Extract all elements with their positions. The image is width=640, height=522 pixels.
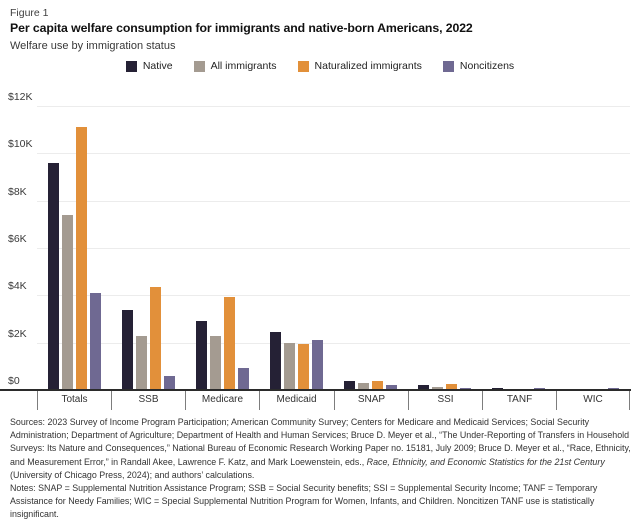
gridline — [37, 295, 630, 297]
y-axis-tick-label: $10K — [8, 138, 33, 151]
y-axis-tick-label: $6K — [8, 233, 27, 245]
figure-title: Per capita welfare consumption for immig… — [10, 21, 473, 35]
y-axis-tick-label: $8K — [8, 185, 27, 198]
sources-text-end: (University of Chicago Press, 2024); and… — [10, 469, 255, 480]
gridline — [37, 106, 630, 107]
bar-totals-native — [48, 163, 59, 390]
chart-legend: Native All immigrants Naturalized immigran… — [0, 60, 640, 72]
bar-medicare-naturalized-immigrants — [224, 297, 235, 390]
footnotes: Sources: 2023 Survey of Income Program P… — [10, 416, 631, 522]
bar-ssi-native — [418, 385, 429, 390]
bar-medicaid-native — [270, 332, 281, 390]
bar-snap-noncitizens — [386, 385, 397, 390]
legend-item: Native — [125, 60, 173, 72]
y-axis-tick-label: $2K — [8, 327, 27, 340]
bar-chart: $0 $2K $4K $6K $8K $10K $12K Totals SSB Medicare M… — [0, 91, 631, 410]
x-axis-category-ssb: SSB — [111, 391, 185, 410]
bar-snap-all-immigrants — [358, 383, 369, 390]
x-axis-category-label: TANF — [506, 394, 533, 405]
bar-ssb-noncitizens — [164, 376, 175, 390]
legend-item-label: All immigrants — [210, 60, 277, 72]
x-axis-category-ssi: SSI — [408, 391, 482, 410]
legend-swatch-icon — [193, 60, 205, 72]
x-axis-category-label: WIC — [583, 394, 603, 405]
legend-item-label: Native — [142, 60, 173, 72]
legend-swatch-icon — [125, 60, 137, 72]
bar-totals-all-immigrants — [62, 215, 73, 390]
legend-item-label: Noncitizens — [459, 60, 515, 72]
bar-medicaid-noncitizens — [312, 340, 323, 390]
legend-item-label: Naturalized immigrants — [314, 60, 422, 72]
x-axis-category-label: Totals — [61, 394, 88, 405]
notes-note: Notes: SNAP = Supplemental Nutrition Ass… — [10, 483, 598, 520]
x-axis-line — [0, 389, 631, 391]
bar-ssi-all-immigrants — [432, 387, 443, 390]
bar-ssb-native — [122, 310, 133, 390]
gridline — [37, 342, 630, 344]
bar-totals-noncitizens — [90, 293, 101, 390]
bar-medicare-noncitizens — [238, 368, 249, 390]
gridline — [37, 200, 630, 202]
y-axis-tick-label: $0 — [8, 375, 20, 387]
x-axis-category-label: Medicaid — [276, 394, 317, 405]
x-axis-category-label: SSB — [138, 394, 159, 405]
bar-medicaid-naturalized-immigrants — [298, 344, 309, 390]
sources-text: Sources: 2023 Survey of Income Program P… — [10, 417, 631, 467]
bar-ssi-naturalized-immigrants — [446, 384, 457, 390]
figure-label: Figure 1 — [10, 7, 49, 19]
bar-medicare-native — [196, 321, 207, 390]
bar-medicare-all-immigrants — [210, 336, 221, 390]
legend-swatch-icon — [442, 60, 454, 72]
gridline — [37, 248, 630, 249]
legend-item: All immigrants — [193, 60, 277, 72]
bar-snap-naturalized-immigrants — [372, 381, 383, 390]
x-axis-category-label: SNAP — [357, 394, 386, 405]
x-axis-category-label: SSI — [437, 394, 454, 405]
bar-snap-native — [344, 381, 355, 390]
bar-ssb-all-immigrants — [136, 336, 147, 390]
gridline — [37, 153, 630, 155]
sources-book-title: Race, Ethnicity, and Economic Statistics… — [366, 456, 605, 467]
legend-item: Noncitizens — [442, 60, 515, 72]
x-axis-category-tanf: TANF — [482, 391, 556, 410]
x-axis-category-snap: SNAP — [334, 391, 408, 410]
figure-subtitle: Welfare use by immigration status — [10, 40, 176, 52]
bar-ssb-naturalized-immigrants — [150, 287, 161, 390]
sources-note: Sources: 2023 Survey of Income Program P… — [10, 416, 631, 482]
x-axis-category-wic: WIC — [556, 391, 630, 410]
x-axis-category-medicare: Medicare — [185, 391, 259, 410]
bar-totals-naturalized-immigrants — [76, 127, 87, 390]
y-axis-tick-label: $4K — [8, 280, 27, 293]
legend-swatch-icon — [297, 60, 309, 72]
x-axis-category-totals: Totals — [37, 391, 111, 410]
y-axis-tick-label: $12K — [8, 91, 33, 103]
x-axis-category-label: Medicare — [201, 394, 244, 405]
bar-medicaid-all-immigrants — [284, 343, 295, 390]
legend-item: Naturalized immigrants — [297, 60, 422, 72]
x-axis-category-medicaid: Medicaid — [259, 391, 333, 410]
